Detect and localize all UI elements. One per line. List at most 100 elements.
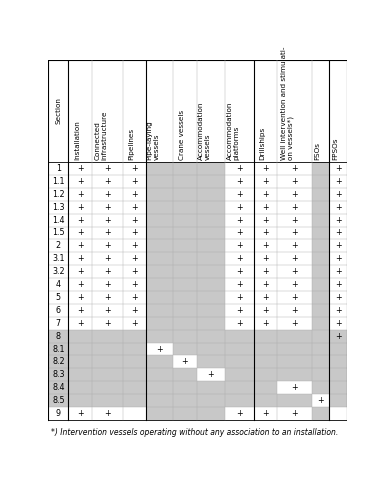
Bar <box>173 394 196 407</box>
Bar <box>277 356 312 368</box>
Bar <box>48 317 68 330</box>
Text: Crane vessels: Crane vessels <box>179 110 185 160</box>
Text: +: + <box>262 190 269 199</box>
Bar <box>225 252 254 265</box>
Bar <box>196 252 225 265</box>
Bar <box>48 330 68 342</box>
Bar <box>254 188 277 200</box>
Bar <box>196 356 225 368</box>
Bar <box>277 291 312 304</box>
Text: +: + <box>335 318 342 328</box>
Text: +: + <box>131 216 138 224</box>
Bar <box>92 175 123 188</box>
Text: +: + <box>335 280 342 289</box>
Bar <box>68 330 92 342</box>
Bar <box>277 226 312 239</box>
Bar <box>254 265 277 278</box>
Bar <box>123 317 146 330</box>
Text: 1.1: 1.1 <box>52 177 64 186</box>
Bar <box>48 226 68 239</box>
Text: +: + <box>262 254 269 264</box>
Bar <box>173 188 196 200</box>
Bar <box>225 214 254 226</box>
Text: Accommodation
platforms: Accommodation platforms <box>227 102 240 160</box>
Bar <box>92 162 123 175</box>
Bar <box>48 265 68 278</box>
Text: +: + <box>77 228 83 237</box>
Text: +: + <box>131 280 138 289</box>
Bar <box>92 188 123 200</box>
Bar <box>312 342 330 355</box>
Bar <box>68 356 92 368</box>
Bar <box>312 265 330 278</box>
Bar <box>173 382 196 394</box>
Text: +: + <box>236 306 243 315</box>
Bar <box>225 188 254 200</box>
Text: +: + <box>236 202 243 211</box>
Bar <box>173 214 196 226</box>
Bar <box>312 188 330 200</box>
Text: +: + <box>335 306 342 315</box>
Text: FSOs: FSOs <box>315 142 320 160</box>
Bar <box>92 240 123 252</box>
Bar <box>277 407 312 420</box>
Text: +: + <box>236 409 243 418</box>
Text: +: + <box>236 190 243 199</box>
Bar <box>68 265 92 278</box>
Bar <box>330 304 347 317</box>
Bar <box>92 394 123 407</box>
Bar <box>254 226 277 239</box>
Bar <box>123 356 146 368</box>
Bar <box>254 317 277 330</box>
Text: +: + <box>236 177 243 186</box>
Text: 1.2: 1.2 <box>52 190 65 199</box>
Bar <box>330 330 347 342</box>
Bar <box>173 330 196 342</box>
Bar <box>146 265 173 278</box>
Bar <box>330 226 347 239</box>
Text: +: + <box>262 280 269 289</box>
Bar <box>68 214 92 226</box>
Text: +: + <box>104 216 111 224</box>
Text: 9: 9 <box>56 409 61 418</box>
Bar <box>92 368 123 382</box>
Bar <box>277 368 312 382</box>
Bar <box>173 226 196 239</box>
Bar <box>196 162 225 175</box>
Text: +: + <box>208 370 214 380</box>
Text: +: + <box>335 164 342 173</box>
Bar <box>68 394 92 407</box>
Text: Pipelines: Pipelines <box>129 128 135 160</box>
Text: +: + <box>104 306 111 315</box>
Bar <box>173 291 196 304</box>
Text: +: + <box>291 383 298 392</box>
Bar <box>330 252 347 265</box>
Bar <box>146 214 173 226</box>
Bar <box>123 175 146 188</box>
Bar <box>277 317 312 330</box>
Text: +: + <box>104 190 111 199</box>
Bar <box>146 394 173 407</box>
Bar <box>48 382 68 394</box>
Text: +: + <box>262 293 269 302</box>
Bar <box>123 200 146 213</box>
Text: +: + <box>131 242 138 250</box>
Bar <box>330 382 347 394</box>
Bar <box>225 291 254 304</box>
Bar <box>92 342 123 355</box>
Text: 1.3: 1.3 <box>52 202 64 211</box>
Bar <box>48 407 68 420</box>
Text: +: + <box>131 306 138 315</box>
Text: +: + <box>335 202 342 211</box>
Bar <box>196 317 225 330</box>
Bar <box>48 342 68 355</box>
Bar <box>146 342 173 355</box>
Text: +: + <box>236 228 243 237</box>
Bar <box>330 188 347 200</box>
Bar <box>173 252 196 265</box>
Bar <box>254 342 277 355</box>
Bar <box>277 278 312 291</box>
Text: +: + <box>291 228 298 237</box>
Bar <box>312 368 330 382</box>
Text: 8.3: 8.3 <box>52 370 64 380</box>
